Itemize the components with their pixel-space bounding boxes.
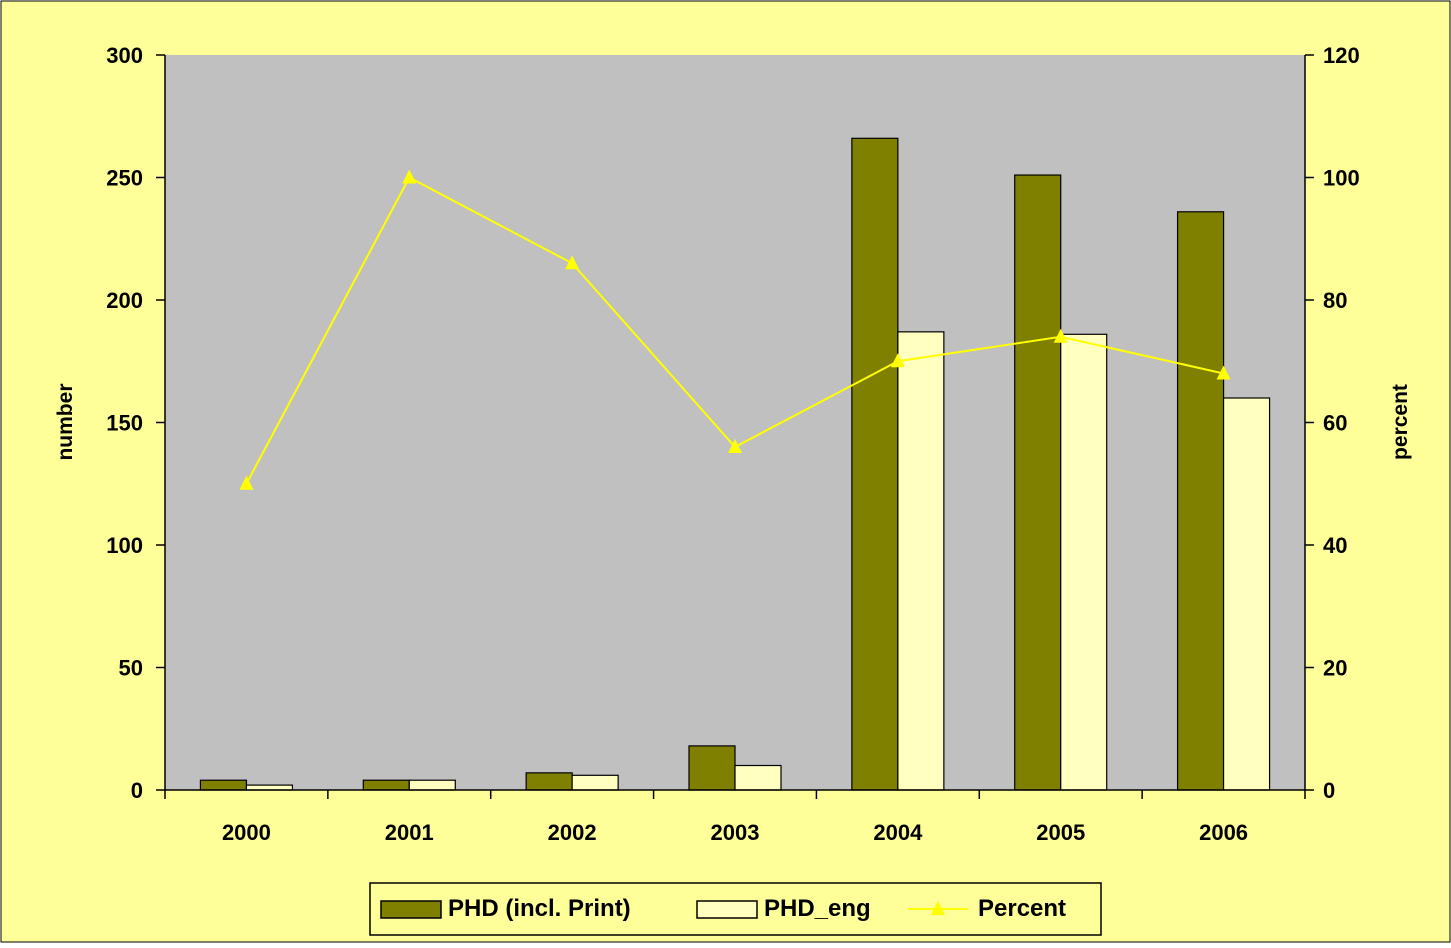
point-percent-2000 — [239, 475, 254, 490]
y-tick-label-300: 300 — [106, 43, 143, 68]
bar-phd-incl-print-2005 — [1014, 174, 1062, 791]
bars-layer — [199, 137, 1271, 791]
point-percent-2002 — [565, 255, 580, 270]
bar-phd-eng-2003 — [734, 764, 782, 791]
point-percent-2001 — [402, 169, 417, 184]
legend-swatch-phd-eng — [696, 900, 758, 919]
bar-phd-eng-2006 — [1222, 397, 1271, 791]
x-tick-label-2002: 2002 — [548, 820, 597, 845]
y2-tick-label-120: 120 — [1323, 43, 1360, 68]
plot-area — [165, 55, 1305, 790]
y2-tick-label-80: 80 — [1323, 288, 1347, 313]
x-tick-label-2000: 2000 — [222, 820, 271, 845]
bar-phd-incl-print-2004 — [851, 137, 899, 791]
x-tick-label-2005: 2005 — [1036, 820, 1085, 845]
bar-phd-eng-2005 — [1060, 333, 1108, 791]
y-axis-label: number — [54, 383, 77, 460]
ticks-layer: 0 50 100 150 200 250 300 0 20 40 60 80 100 120 2000 200… — [106, 43, 1359, 845]
bar-phd-incl-print-2002 — [525, 772, 573, 791]
bar-phd-eng-2002 — [571, 774, 619, 791]
x-tick-label-2004: 2004 — [873, 820, 923, 845]
bar-phd-incl-print-2001 — [362, 779, 410, 791]
legend: PHD (incl. Print) PHD_eng Percent — [369, 882, 1102, 936]
legend-label-percent: Percent — [978, 895, 1066, 922]
x-tick-label-2001: 2001 — [385, 820, 434, 845]
point-percent-2006 — [1216, 365, 1231, 380]
bar-phd-incl-print-2006 — [1176, 211, 1225, 791]
y-tick-label-200: 200 — [106, 288, 143, 313]
y2-axis-label: percent — [1389, 384, 1412, 460]
y2-tick-label-100: 100 — [1323, 166, 1360, 191]
y-tick-label-150: 150 — [106, 411, 143, 436]
bar-phd-eng-2001 — [408, 779, 456, 791]
y2-tick-label-60: 60 — [1323, 411, 1347, 436]
line-layer — [239, 169, 1231, 490]
y-tick-label-0: 0 — [131, 778, 143, 803]
x-tick-label-2006: 2006 — [1199, 820, 1248, 845]
y-tick-label-50: 50 — [119, 656, 143, 681]
bar-phd-incl-print-2000 — [199, 779, 248, 791]
bar-phd-eng-2004 — [897, 331, 945, 791]
x-tick-label-2003: 2003 — [711, 820, 760, 845]
bar-phd-incl-print-2003 — [688, 745, 736, 791]
legend-swatch-phd-incl-print — [380, 900, 442, 919]
legend-swatch-percent-marker — [931, 901, 945, 915]
legend-label-phd-eng: PHD_eng — [764, 895, 871, 922]
point-percent-2004 — [890, 353, 905, 368]
y2-tick-label-0: 0 — [1323, 778, 1335, 803]
point-percent-2005 — [1053, 328, 1068, 343]
y2-tick-label-40: 40 — [1323, 533, 1347, 558]
legend-label-phd-incl-print: PHD (incl. Print) — [448, 895, 631, 922]
y-tick-label-100: 100 — [106, 533, 143, 558]
y2-tick-label-20: 20 — [1323, 656, 1347, 681]
point-percent-2003 — [728, 439, 742, 453]
y-tick-label-250: 250 — [106, 166, 143, 191]
